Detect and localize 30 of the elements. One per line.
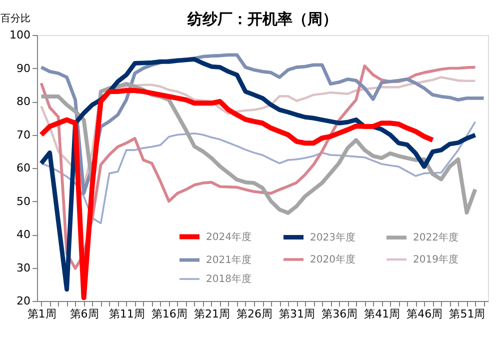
y-tick-label: 100	[10, 28, 30, 42]
x-tick-label: 第6周	[70, 308, 99, 320]
legend-label: 2021年度	[206, 254, 252, 266]
x-tick-label: 第21周	[194, 308, 230, 320]
legend-label: 2020年度	[310, 254, 356, 266]
line-series	[40, 120, 476, 224]
y-tick-label: 50	[16, 194, 30, 208]
y-tick-label: 70	[16, 128, 30, 142]
legend-label: 2023年度	[310, 231, 356, 244]
legend-label: 2024年度	[206, 230, 252, 243]
x-tick-label: 第51周	[449, 308, 486, 320]
x-tick-label: 第11周	[108, 308, 145, 320]
y-tick-label: 20	[16, 294, 30, 308]
y-tick-label: 40	[16, 228, 30, 241]
x-tick-label: 第41周	[364, 308, 400, 320]
y-tick-label: 90	[16, 62, 30, 75]
x-tick-label: 第26周	[236, 308, 272, 320]
x-tick-label: 第31周	[279, 308, 316, 320]
y-axis-title: 百分比	[0, 12, 30, 24]
y-tick-label: 60	[16, 162, 30, 174]
x-tick-label: 第16周	[151, 308, 188, 320]
legend-label: 2022年度	[413, 232, 458, 244]
legend-label: 2018年度	[206, 273, 252, 285]
y-tick-label: 80	[16, 95, 30, 108]
x-tick-label: 第46周	[406, 308, 443, 320]
y-tick-label: 30	[16, 261, 30, 274]
x-tick-label: 第1周	[27, 308, 56, 320]
x-tick-label: 第36周	[322, 308, 358, 320]
legend-label: 2019年度	[413, 254, 458, 266]
chart-title: 纺纱厂：开机率（周）	[186, 10, 338, 28]
